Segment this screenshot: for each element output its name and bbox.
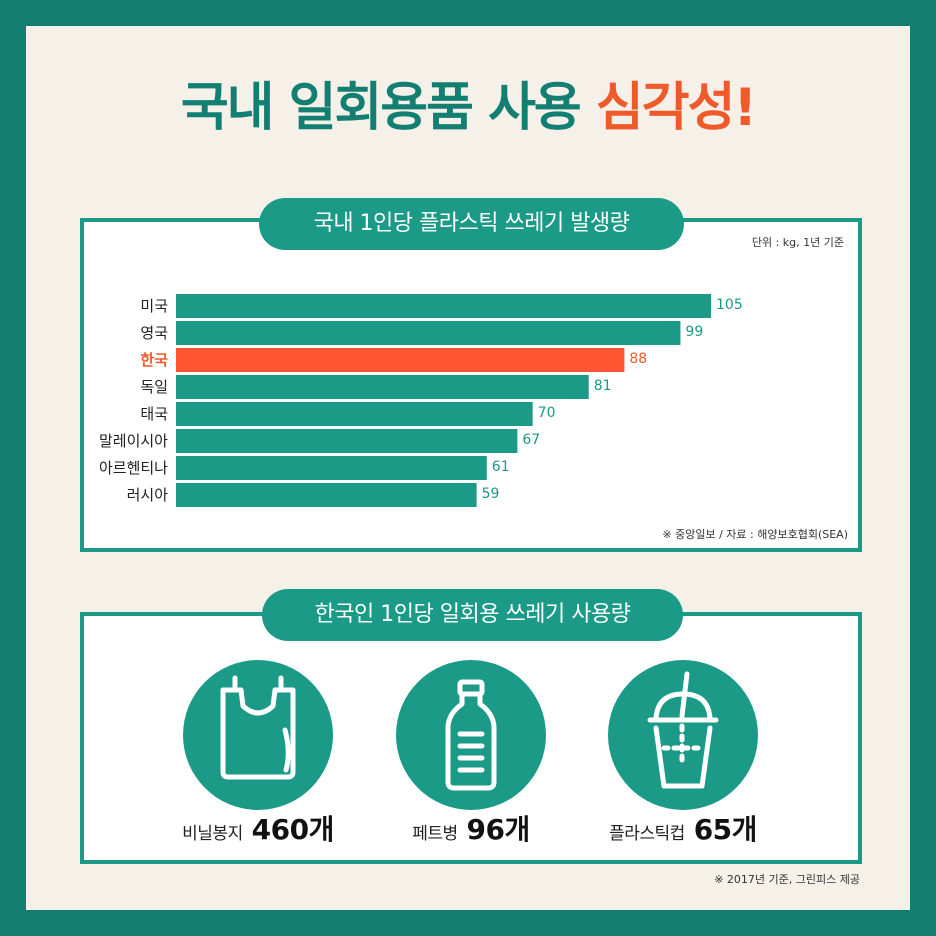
plastic-bag-icon	[183, 660, 333, 810]
value-label: 99	[685, 324, 703, 340]
value-label: 61	[492, 459, 510, 475]
value-label: 70	[538, 405, 556, 421]
usage-item-cup: 플라스틱컵 65개	[573, 810, 793, 854]
value-label: 88	[629, 351, 647, 367]
value-label: 59	[482, 486, 500, 502]
usage-item-amount: 96개	[466, 813, 531, 846]
value-label: 105	[716, 297, 743, 313]
usage-item-amount: 460개	[251, 813, 335, 846]
bar-태국	[176, 402, 533, 426]
usage-section-title: 한국인 1인당 일회용 쓰레기 사용량	[262, 589, 683, 641]
category-label: 한국	[140, 351, 168, 369]
bar-한국	[176, 348, 625, 372]
usage-item-name: 플라스틱컵	[609, 824, 685, 844]
chart-section-title: 국내 1인당 플라스틱 쓰레기 발생량	[259, 198, 684, 250]
plastic-cup-icon	[608, 660, 758, 810]
plastic-bottle-icon	[396, 660, 546, 810]
category-label: 태국	[140, 405, 168, 423]
source-note: ※ 중앙일보 / 자료 : 해양보호협회(SEA)	[662, 528, 848, 541]
value-label: 67	[522, 432, 540, 448]
bar-러시아	[176, 483, 477, 507]
usage-item-name: 비닐봉지	[182, 824, 243, 844]
category-label: 독일	[140, 378, 168, 396]
category-label: 말레이시아	[99, 432, 168, 450]
unit-note: 단위 : kg, 1년 기준	[751, 236, 844, 249]
category-label: 영국	[140, 324, 168, 342]
category-label: 미국	[140, 297, 168, 315]
bar-독일	[176, 375, 589, 399]
usage-item-name: 페트병	[412, 824, 458, 844]
bar-미국	[176, 294, 711, 318]
usage-item-bottle: 페트병 96개	[361, 810, 581, 854]
bar-chart: 미국 105 영국 99 한국 88 독일 81 태국 70 말레이시아 67 아르헨티나 61 러시아 59	[99, 294, 743, 507]
value-label: 81	[594, 378, 612, 394]
page-title: 국내 일회용품 사용 심각성!	[0, 76, 936, 140]
bar-말레이시아	[176, 429, 518, 453]
bar-아르헨티나	[176, 456, 487, 480]
footnote: ※ 2017년 기준, 그린피스 제공	[714, 873, 860, 886]
bar-영국	[176, 321, 681, 345]
usage-item-amount: 65개	[693, 813, 758, 846]
usage-item-bag: 비닐봉지 460개	[148, 810, 368, 854]
title-highlight: 심각성!	[595, 78, 757, 138]
category-label: 러시아	[127, 486, 169, 504]
title-prefix: 국내 일회용품 사용	[180, 78, 582, 138]
category-label: 아르헨티나	[99, 459, 168, 477]
